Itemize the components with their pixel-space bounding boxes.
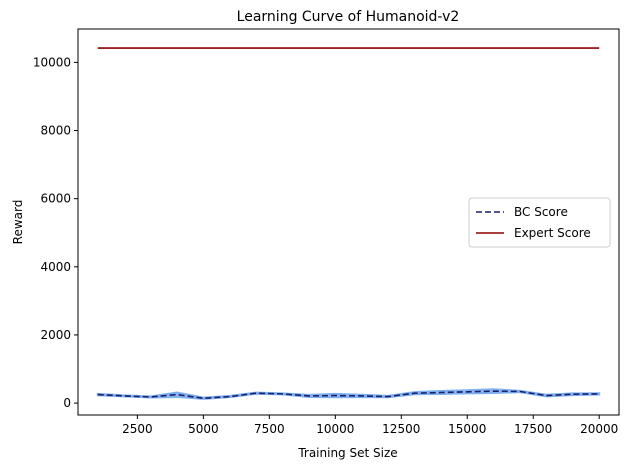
y-tick-label: 2000 [40,328,71,342]
x-axis-label: Training Set Size [297,446,397,460]
x-tick-label: 12500 [382,422,420,436]
x-tick-label: 7500 [254,422,285,436]
x-tick-label: 17500 [514,422,552,436]
x-tick-label: 2500 [122,422,153,436]
legend-label-expert-score: Expert Score [514,226,591,240]
x-tick-label: 20000 [580,422,618,436]
plot-frame [77,28,620,416]
band-series-0 [96,388,601,400]
y-tick-label: 10000 [33,55,71,69]
legend: BC Score Expert Score [468,197,611,248]
x-tick-label: 5000 [188,422,219,436]
x-axis-ticks: 2500 5000 7500 10000 12500 15000 17500 20000 [122,415,618,436]
x-tick-label: 10000 [316,422,354,436]
y-tick-label: 6000 [40,192,71,206]
series-lines [97,47,600,400]
line-series-0 [97,390,600,400]
legend-label-bc-score: BC Score [514,205,568,219]
y-tick-label: 8000 [40,124,71,138]
y-tick-label: 4000 [40,260,71,274]
y-axis-ticks: 0 2000 4000 6000 8000 10000 [33,55,78,410]
confidence-bands [96,388,601,400]
y-tick-label: 0 [63,396,71,410]
chart-title: Learning Curve of Humanoid-v2 [237,9,460,25]
x-tick-label: 15000 [448,422,486,436]
y-axis-label: Reward [11,200,25,245]
legend-box [468,197,611,248]
